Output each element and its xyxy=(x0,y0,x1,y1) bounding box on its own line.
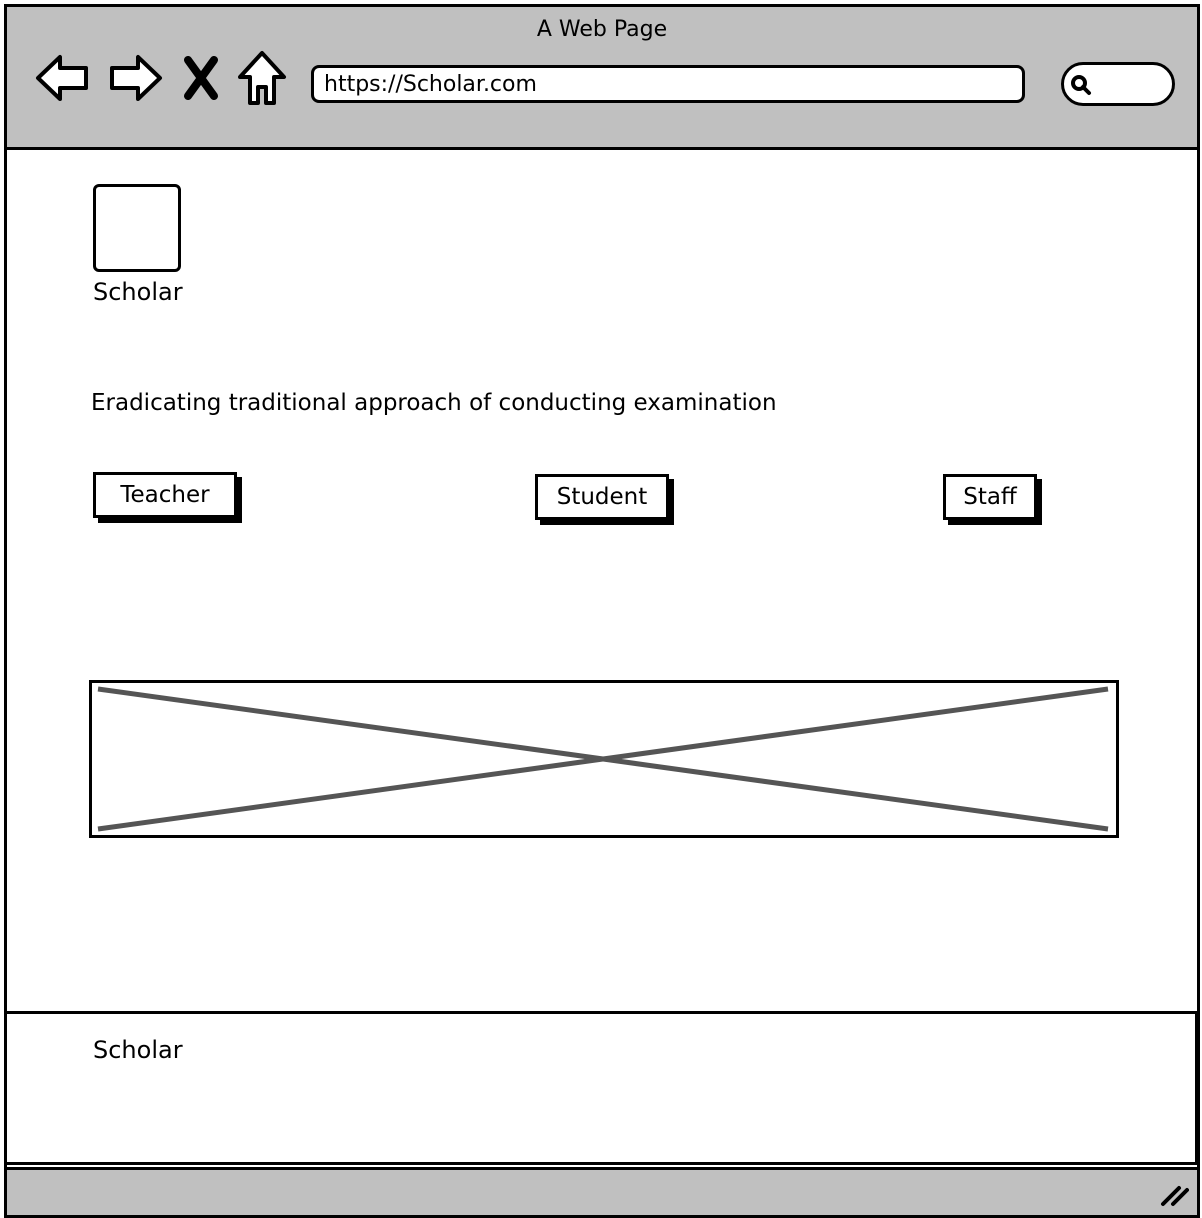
tagline: Eradicating traditional approach of cond… xyxy=(91,390,777,416)
browser-chrome: A Web Page https://Scholar.com xyxy=(7,7,1197,150)
close-icon xyxy=(184,56,218,100)
search-icon xyxy=(1071,75,1091,95)
browser-window: A Web Page https://Scholar.com xyxy=(4,4,1200,1218)
staff-button[interactable]: Staff xyxy=(943,474,1037,520)
address-bar[interactable]: https://Scholar.com xyxy=(311,65,1025,103)
home-icon xyxy=(238,51,286,105)
page-footer: Scholar xyxy=(4,1011,1198,1165)
image-placeholder-cross xyxy=(97,686,1109,832)
teacher-button[interactable]: Teacher xyxy=(93,472,237,518)
banner-image-placeholder xyxy=(89,680,1119,838)
forward-button[interactable] xyxy=(107,47,165,109)
browser-status-bar xyxy=(7,1167,1197,1215)
logo-image xyxy=(93,184,181,272)
stop-button[interactable] xyxy=(177,47,225,109)
page-content: Scholar Eradicating traditional approach… xyxy=(7,150,1197,1010)
footer-text: Scholar xyxy=(93,1036,183,1064)
logo-label: Scholar xyxy=(93,278,183,306)
back-arrow-icon xyxy=(36,55,88,101)
forward-arrow-icon xyxy=(110,55,162,101)
browser-search-field[interactable] xyxy=(1061,62,1175,106)
home-button[interactable] xyxy=(233,47,291,109)
resize-grip-icon[interactable] xyxy=(1159,1178,1189,1208)
back-button[interactable] xyxy=(33,47,91,109)
window-title: A Web Page xyxy=(536,17,668,42)
student-button[interactable]: Student xyxy=(535,474,669,520)
